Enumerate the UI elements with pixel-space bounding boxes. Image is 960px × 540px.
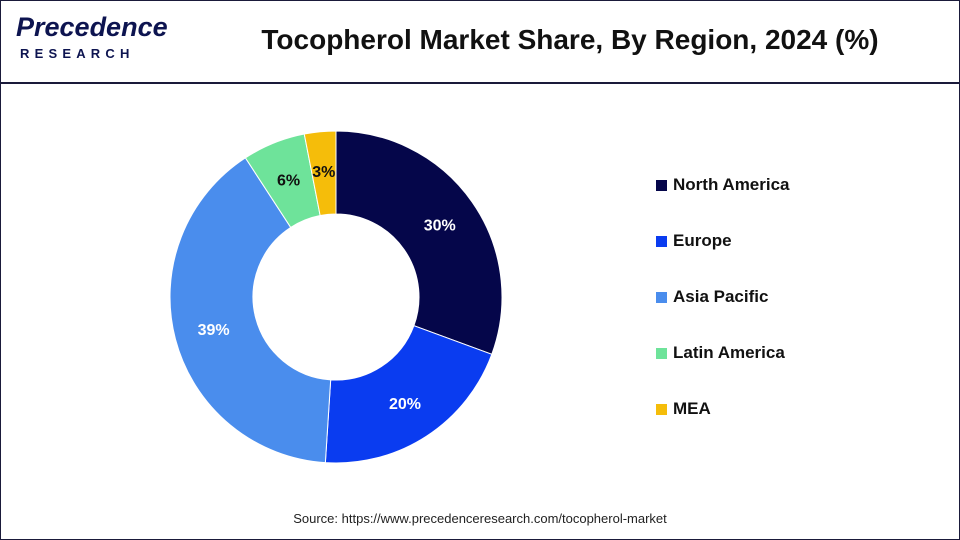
donut-slices (169, 130, 503, 464)
legend-label: Asia Pacific (673, 287, 769, 306)
legend-swatch (656, 292, 667, 303)
legend-label: Latin America (673, 343, 785, 362)
slice-label-latin-america: 6% (277, 173, 300, 190)
source-text: Source: https://www.precedenceresearch.c… (293, 511, 667, 526)
slice-label-north-america: 30% (424, 218, 456, 235)
legend-swatch (656, 348, 667, 359)
legend-swatch (656, 404, 667, 415)
legend-swatch (656, 180, 667, 191)
slice-mea (303, 130, 337, 217)
slice-asia-pacific (169, 157, 332, 464)
chart-title: Tocopherol Market Share, By Region, 2024… (261, 24, 879, 55)
legend-label: MEA (673, 399, 711, 418)
slice-europe (324, 325, 493, 464)
slice-labels: 30% 20% 39% 6% 3% (198, 164, 456, 413)
header: Precedence RESEARCH Tocopherol Market Sh… (0, 0, 960, 84)
donut-chart: 30% 20% 39% 6% 3% (169, 130, 503, 464)
slice-label-mea: 3% (312, 164, 335, 181)
slice-label-europe: 20% (389, 396, 421, 413)
logo-sub-text: RESEARCH (20, 46, 135, 61)
legend-label: North America (673, 175, 790, 194)
legend-swatch (656, 236, 667, 247)
logo-main-text: Precedence (16, 12, 168, 42)
slice-north-america (335, 130, 503, 355)
legend-label: Europe (673, 231, 732, 250)
slice-label-asia-pacific: 39% (198, 322, 230, 339)
logo: Precedence RESEARCH (16, 12, 176, 70)
